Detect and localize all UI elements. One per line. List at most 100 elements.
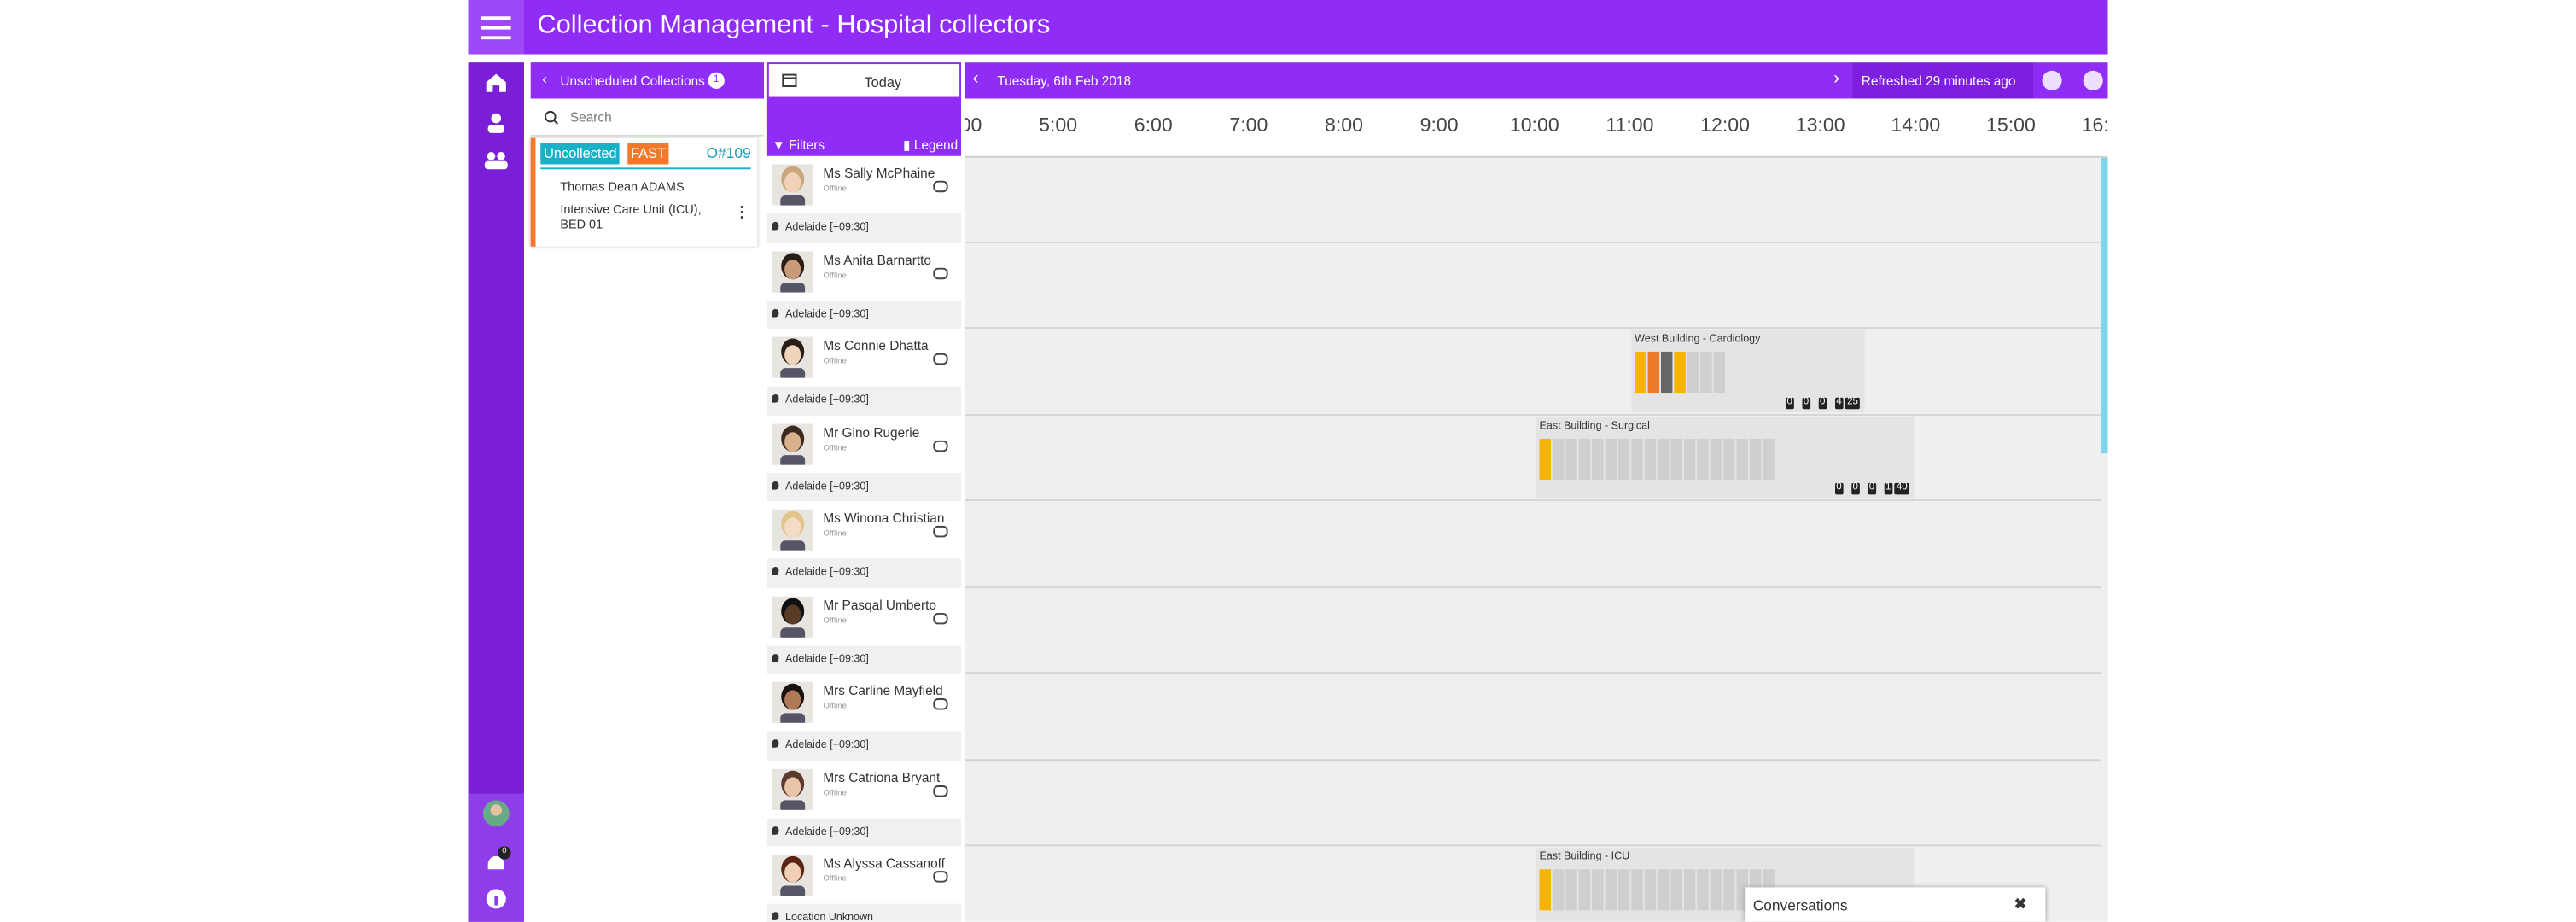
time-slot: [1710, 437, 1722, 480]
collector-name: Ms Connie Dhatta: [823, 338, 929, 353]
menu-button[interactable]: [468, 0, 525, 55]
filters-button[interactable]: ▼ Filters: [772, 137, 825, 154]
time-slot: [1697, 437, 1709, 480]
timeline-row: [964, 242, 2101, 329]
search-icon: [545, 110, 559, 125]
pin-icon: [772, 567, 779, 575]
pin-icon: [772, 739, 779, 748]
chat-icon: [933, 611, 948, 624]
hour-label: 11:00: [1606, 113, 1654, 137]
pin-icon: [772, 221, 779, 230]
collector-name: Ms Winona Christian: [823, 511, 945, 526]
chat-icon: [933, 698, 948, 710]
patient-name: Thomas Dean ADAMS: [560, 178, 685, 195]
time-slot: [1763, 437, 1775, 480]
timeline-row: [964, 674, 2101, 761]
timeline: ‹ Tuesday, 6th Feb 2018 › Refreshed 29 m…: [964, 62, 2108, 922]
location-bar: [766, 386, 962, 416]
location-bar: [766, 645, 962, 674]
location-bar: [766, 558, 962, 588]
time-slot: [1592, 869, 1604, 911]
hour-label: 4:00: [965, 113, 982, 137]
collector-photo: [772, 854, 813, 896]
calendar-icon: [782, 73, 797, 88]
collector-name: Ms Sally McPhaine: [823, 166, 935, 181]
time-slot: [1631, 437, 1643, 480]
location-bar: [766, 903, 962, 922]
hour-label: 14:00: [1891, 113, 1941, 137]
pin-icon: [772, 826, 779, 834]
collector-location: Adelaide [+09:30]: [785, 481, 869, 493]
hour-label: 12:00: [1700, 113, 1750, 137]
time-slot: [1683, 437, 1696, 480]
collector-name: Mrs Carline Mayfield: [823, 683, 943, 699]
schedule-block: West Building - Cardiology 0 0 0 4 25: [1631, 330, 1865, 412]
collector-status: Offline: [823, 787, 847, 798]
timeline-date: Tuesday, 6th Feb 2018: [997, 73, 1132, 89]
time-slot: [1617, 869, 1630, 911]
pin-icon: [772, 653, 779, 662]
chat-icon: [933, 871, 948, 883]
pin-icon: [772, 481, 779, 489]
time-slot: [1687, 351, 1699, 394]
unscheduled-title: Unscheduled Collections: [560, 73, 705, 89]
legend-button[interactable]: ▮ Legend: [903, 137, 959, 154]
count-badge: 25: [1845, 396, 1860, 409]
filters-bar: ▼ Filters ▮ Legend: [766, 98, 962, 156]
nav-icons[interactable]: [469, 62, 524, 194]
collector-status: Offline: [823, 528, 847, 540]
time-slot: [1736, 437, 1748, 480]
search-placeholder: Search: [569, 109, 612, 125]
time-slot: [1658, 869, 1670, 911]
collector-status: Offline: [823, 615, 847, 626]
time-slot: [1565, 437, 1577, 480]
schedule-block: East Building - Surgical 0 0 0 1 40: [1536, 416, 1915, 499]
hour-label: 13:00: [1795, 113, 1845, 137]
collector-location: Adelaide [+09:30]: [785, 739, 869, 751]
time-slot: [1578, 437, 1591, 480]
next-day[interactable]: ›: [1833, 68, 1840, 89]
collector-location: Adelaide [+09:30]: [785, 567, 869, 579]
time-slot: [1713, 351, 1726, 394]
collector-photo: [772, 423, 813, 464]
location-bar: [766, 817, 962, 847]
collection-card[interactable]: Uncollected FAST O#109 Thomas Dean ADAMS…: [530, 137, 758, 247]
count-badge: 1: [1884, 482, 1893, 495]
notification-count: 0: [502, 846, 507, 856]
time-slot: [1617, 437, 1630, 480]
collector-location: Adelaide [+09:30]: [785, 826, 869, 837]
today-button[interactable]: Today: [766, 62, 962, 99]
hour-label: 6:00: [1134, 113, 1173, 137]
time-slot: [1723, 869, 1735, 911]
time-slot: [1670, 437, 1682, 480]
timeline-row: [964, 501, 2101, 588]
collector-list: Ms Sally McPhaine Offline Adelaide [+09:30…: [766, 155, 962, 922]
time-slot: [1700, 351, 1712, 394]
time-slot: [1644, 869, 1657, 911]
refresh-status: Refreshed 29 minutes ago: [1861, 73, 2016, 89]
chat-icon: [933, 353, 948, 365]
timeline-tools: [2033, 62, 2108, 99]
chat-icon: [933, 525, 948, 538]
count-badge: 40: [1894, 482, 1909, 495]
order-number: O#109: [706, 144, 751, 161]
time-slot: [1631, 869, 1643, 911]
time-slot: [1552, 437, 1565, 480]
time-slot: [1539, 437, 1552, 480]
top-bar: [468, 0, 2108, 55]
collector-status: Offline: [823, 356, 847, 367]
search-box[interactable]: Search: [530, 98, 765, 137]
today-label: Today: [864, 73, 902, 90]
chat-icon: [933, 439, 948, 452]
collector-name: Mrs Catriona Bryant: [823, 769, 941, 785]
tool-icons[interactable]: [2034, 62, 2108, 98]
time-slot: [1660, 351, 1673, 394]
collector-location: Adelaide [+09:30]: [785, 221, 869, 234]
time-slot: [1658, 437, 1670, 480]
count-badge: 0: [1867, 482, 1877, 495]
hour-label: 5:00: [1039, 113, 1078, 137]
nav-bottom-icons[interactable]: [469, 794, 524, 922]
conversations-panel[interactable]: Conversations ✖: [1745, 887, 2046, 922]
collector-location: Location Unknown: [785, 912, 874, 922]
